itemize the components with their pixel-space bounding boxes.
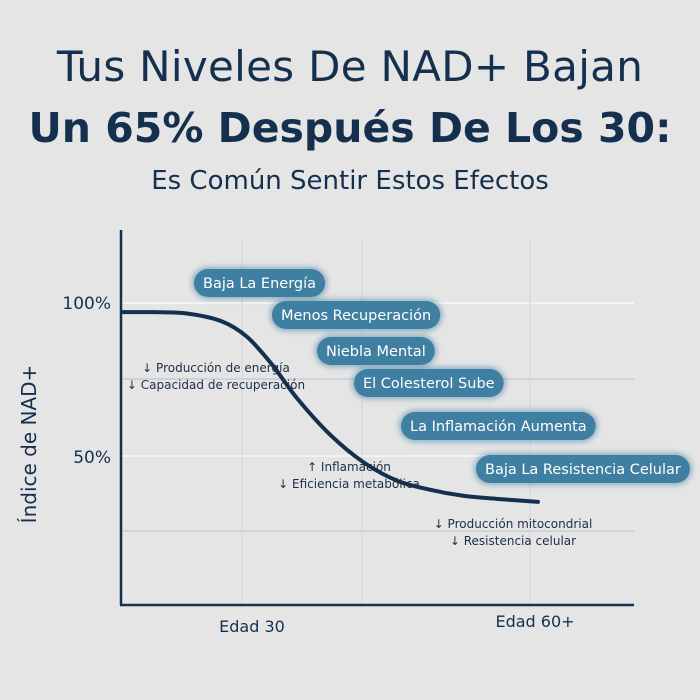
pill-resistencia-celular-bg [476, 455, 690, 483]
pill-inflamacion-aumenta-bg [401, 412, 596, 440]
annotation-mitochondrial: ↓ Producción mitocondrial [434, 517, 593, 531]
pill-niebla-mental-text: Niebla Mental [326, 344, 426, 360]
headline-line-3: Es Común Sentir Estos Efectos [151, 166, 549, 196]
annotation-group-1: ↓ Producción de energía ↓ Capacidad de r… [127, 361, 305, 392]
pill-menos-recuperacion-text: Menos Recuperación [281, 308, 431, 324]
y-axis-label: Índice de NAD+ [17, 365, 41, 524]
x-tick-edad-60: Edad 60+ [495, 612, 574, 631]
pill-niebla-mental-bg [317, 337, 435, 365]
annotation-group-3: ↓ Producción mitocondrial ↓ Resistencia … [434, 517, 593, 548]
pill-colesterol-sube: El Colesterol Sube [352, 367, 506, 399]
pill-menos-recuperacion-bg [272, 301, 441, 329]
symptom-labels: Baja La Energía Menos Recuperación Niebla … [192, 267, 692, 485]
pill-resistencia-celular: Baja La Resistencia Celular [474, 453, 692, 485]
y-tick-50: 50% [73, 448, 111, 468]
y-tick-100: 100% [62, 294, 111, 314]
pill-resistencia-celular-text: Baja La Resistencia Celular [485, 462, 681, 478]
pill-baja-energia: Baja La Energía [192, 267, 328, 299]
annotation-energy: ↓ Producción de energía [142, 361, 290, 375]
pill-niebla-mental: Niebla Mental [315, 335, 437, 367]
nad-curve [120, 310, 540, 504]
annotation-group-2: ↑ Inflamación ↓ Eficiencia metabólica [278, 460, 420, 491]
headline-line-1: Tus Niveles De NAD+ Bajan [56, 42, 644, 91]
annotation-metabolic: ↓ Eficiencia metabólica [278, 477, 420, 491]
pill-inflamacion-aumenta-text: La Inflamación Aumenta [410, 419, 587, 435]
pill-baja-energia-bg [194, 269, 326, 297]
annotation-recovery: ↓ Capacidad de recuperación [127, 378, 305, 392]
x-tick-edad-30: Edad 30 [219, 617, 285, 636]
pill-colesterol-sube-text: El Colesterol Sube [363, 376, 495, 392]
pill-inflamacion-aumenta: La Inflamación Aumenta [399, 410, 598, 442]
annotation-resistance: ↓ Resistencia celular [450, 534, 576, 548]
headline-line-2: Un 65% Después De Los 30: [28, 104, 672, 152]
pill-baja-energia-text: Baja La Energía [203, 276, 316, 292]
pill-menos-recuperacion: Menos Recuperación [270, 299, 443, 331]
annotation-inflammation: ↑ Inflamación [307, 460, 391, 474]
pill-colesterol-sube-bg [354, 369, 504, 397]
